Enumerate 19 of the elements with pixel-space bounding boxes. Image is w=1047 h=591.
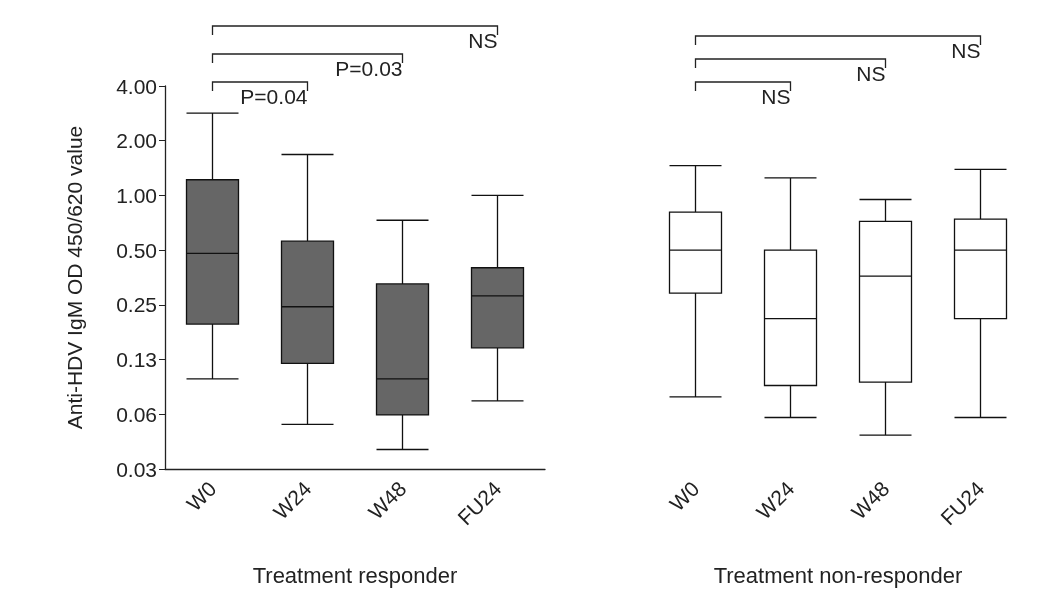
y-tick-label: 0.03	[116, 457, 157, 481]
y-tick-label: 2.00	[116, 129, 157, 153]
y-tick-label: 0.06	[116, 402, 157, 426]
x-tick-label: W0	[182, 476, 221, 516]
y-axis-title: Anti-HDV IgM OD 450/620 value	[63, 125, 86, 430]
y-tick-label: 0.13	[116, 348, 157, 372]
text: P=0.03	[335, 57, 403, 80]
text: NS	[951, 39, 981, 62]
x-axis-title: Treatment responder	[252, 562, 458, 588]
text: NS	[468, 29, 498, 52]
y-tick-label: 4.00	[116, 74, 157, 98]
x-axis-title: Treatment non-responder	[713, 562, 963, 588]
annotation: NS	[761, 85, 791, 108]
y-tick-label: 1.00	[116, 183, 157, 207]
x-tick-label: W0	[665, 476, 704, 516]
y-tick-label: 0.50	[116, 238, 157, 262]
text: NS	[856, 62, 886, 85]
annotation: P=0.04	[240, 85, 308, 108]
y-tick-label: 0.25	[116, 293, 157, 317]
